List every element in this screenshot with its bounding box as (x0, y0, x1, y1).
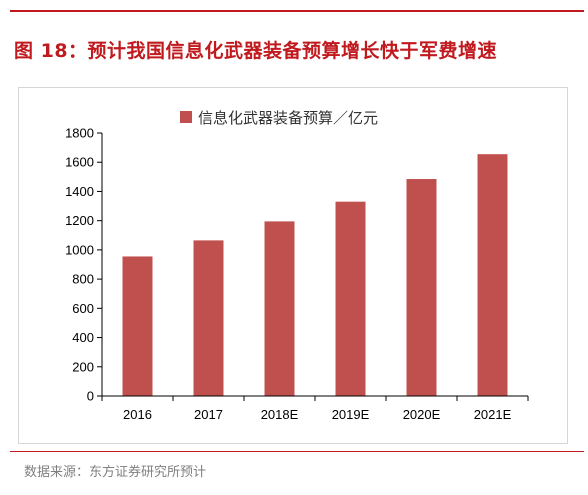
y-tick-label: 400 (72, 330, 94, 345)
top-rule (10, 10, 584, 12)
y-tick-label: 1400 (65, 184, 94, 199)
x-axis: 2016 2017 2018E 2019E 2020E 2021E (101, 395, 529, 422)
y-tick-label: 1800 (65, 126, 94, 141)
y-tick-label: 1000 (65, 242, 94, 257)
bottom-rule (10, 451, 584, 452)
legend: 信息化武器装备预算／亿元 (180, 109, 378, 127)
y-tick-label: 1600 (65, 155, 94, 170)
x-tick-label: 2017 (194, 407, 223, 422)
x-tick-label: 2019E (332, 407, 370, 422)
bar (335, 201, 366, 396)
bar (406, 179, 437, 396)
source-note: 数据来源：东方证券研究所预计 (24, 465, 207, 480)
y-axis: 0 200 400 600 800 1000 1200 1400 1600 1800 (65, 126, 103, 404)
bar (477, 154, 508, 396)
bar (193, 240, 224, 396)
bar-chart: 信息化武器装备预算／亿元 0 200 400 600 800 1000 1200 1400 16… (65, 109, 529, 422)
figure-title: 图 18：预计我国信息化武器装备预算增长快于军费增速 (14, 40, 498, 62)
y-tick-label: 800 (72, 272, 94, 287)
x-tick-label: 2021E (474, 407, 512, 422)
bars (122, 154, 508, 396)
x-tick-label: 2020E (403, 407, 441, 422)
y-tick-label: 200 (72, 359, 94, 374)
bar (122, 256, 153, 396)
y-tick-label: 0 (87, 389, 94, 404)
x-tick-label: 2018E (261, 407, 299, 422)
legend-label: 信息化武器装备预算／亿元 (198, 109, 378, 127)
bar (264, 221, 295, 396)
x-tick-label: 2016 (123, 407, 152, 422)
y-tick-label: 1200 (65, 213, 94, 228)
y-tick-label: 600 (72, 301, 94, 316)
legend-swatch (180, 111, 192, 123)
